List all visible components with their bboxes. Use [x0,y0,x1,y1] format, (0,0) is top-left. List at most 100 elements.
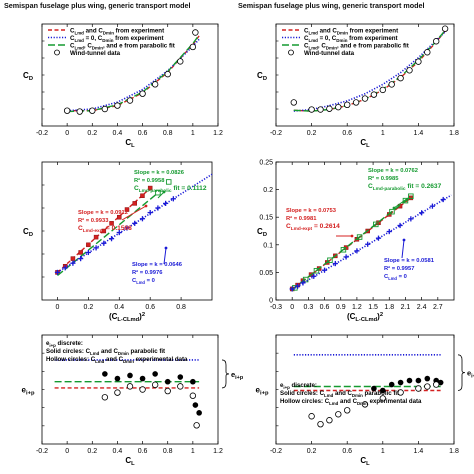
text-span: 0.6 [145,304,155,311]
y-axis-label: ei+p [256,386,269,397]
y-tick-label: 0.25 [259,160,273,167]
data-point-solid-circle [114,375,121,382]
data-point-green-square [302,276,309,283]
plot-frame [275,161,455,301]
x-tick-label: 0.4 [113,130,123,137]
text-span: C [78,225,83,232]
annotation-green: Slope = k = 0.0762 [368,168,418,174]
data-point-open-circle [344,407,351,414]
text-span: 0.05 [259,270,273,277]
data-point-green-square [327,257,333,264]
text-span: Wind-tunnel data [70,50,121,57]
data-point-open-circle [308,413,315,420]
text-span: 2.1 [401,304,411,311]
annotation-arrow [121,205,147,221]
annotation-red: Slope = k = 0.0753 [286,208,337,214]
text-span: D [29,76,33,82]
data-point-red-square [140,193,145,198]
annotation-arrow [401,239,405,259]
legend-swatch [288,49,294,56]
x-axis-label: CL [360,456,370,467]
text-span: Dmin [352,393,363,398]
text-span: Dmin [103,30,114,35]
x-tick-label: 0.6 [320,304,330,311]
text-span: C [125,456,131,465]
text-span: 0.6 [342,130,352,137]
text-span: e [256,386,261,395]
x-tick-label: 1 [381,448,385,455]
y-tick-label: 0.15 [259,215,273,222]
data-point-open-circle [424,383,431,390]
data-point-solid-circle [127,372,133,379]
data-point-open-circle [415,58,422,65]
data-point-open-circle [164,70,171,78]
x-tick-label: 0 [290,304,294,311]
text-span: (C [347,312,356,321]
text-span: 0.15 [259,215,273,222]
annotation-blue: R² = 0.9957 [384,265,414,272]
data-point-open-circle [441,25,449,32]
text-span: Lmd [324,393,334,398]
x-tick-label: 0.2 [83,304,93,311]
data-point-solid-circle [192,402,199,408]
data-point-green-square [313,267,320,274]
data-point-red-square [78,250,83,255]
x-tick-label: 0.6 [145,304,155,311]
text-span: and C [338,398,357,405]
data-point-open-circle [101,105,109,113]
annotation-arrow [393,197,409,209]
x-tick-label: 1.8 [449,130,459,137]
x-tick-label: 0.8 [176,304,186,311]
x-axis-label: (CL-CLmd)2 [109,312,145,323]
x-tick-label: 0.4 [113,448,123,455]
x-tick-label: 0.2 [307,130,317,137]
text-span: C [134,185,139,192]
annotation-arrowhead [350,234,354,238]
data-point-solid-circle [164,378,171,385]
x-tick-label: 1 [381,130,385,137]
x-tick-label: -0.2 [270,130,282,137]
text-span: 0.1 [263,242,273,249]
data-point-open-circle [126,97,134,104]
data-point-open-circle [388,81,395,88]
x-tick-label: 0.6 [138,130,148,137]
text-span: -0.2 [36,130,48,137]
text-span: 0.2 [263,187,273,194]
text-span: L-C [117,317,127,323]
annotation-arrow [163,247,167,265]
text-span: discrete: [290,382,317,389]
annotation-arrowhead [164,246,168,250]
text-span: and C [84,27,103,34]
text-span: Lmd [308,38,318,43]
text-span: Hollow circles: C [280,398,330,405]
series-line-blue-dot [291,194,452,291]
text-span: 2 [380,312,383,318]
x-tick-label: -0.2 [36,130,48,137]
text-span: and C [318,27,337,34]
text-span: from experiment [348,27,398,34]
note-line: Hollow circles: CLmd and CDmin experimen… [46,356,188,364]
legend-label: CLmd and CDmin from experiment [70,27,164,35]
data-point-open-circle [177,383,184,390]
text-span: 0.2 [87,448,97,455]
data-point-open-circle [317,420,324,428]
text-span: 2.4 [417,304,427,311]
data-point-solid-circle [190,378,196,385]
text-span: 0.6 [138,448,148,455]
data-point-red-square [86,242,91,248]
text-span: , and e from parabolic fit [103,42,175,49]
text-span: C [384,274,389,280]
text-span: e [467,369,471,378]
data-point-open-circle [433,381,440,388]
x-tick-label: 0.2 [87,130,97,137]
text-span: C [257,71,263,80]
text-span: from experiment [113,35,163,42]
text-span: (C [109,312,118,321]
text-span: 0 [56,304,60,311]
text-span: 1.8 [449,130,459,137]
text-span: Lmd [308,45,318,50]
x-tick-label: 0 [65,448,69,455]
